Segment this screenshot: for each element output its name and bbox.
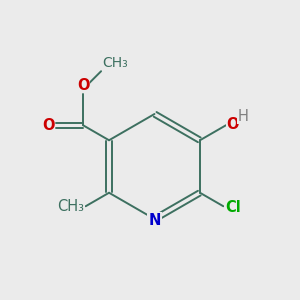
Text: H: H [238,109,249,124]
Text: O: O [226,117,239,132]
Text: Cl: Cl [225,200,241,215]
Text: CH₃: CH₃ [57,199,84,214]
Text: O: O [42,118,55,133]
Text: O: O [77,78,89,93]
Text: CH₃: CH₃ [103,56,128,70]
Text: N: N [148,213,161,228]
